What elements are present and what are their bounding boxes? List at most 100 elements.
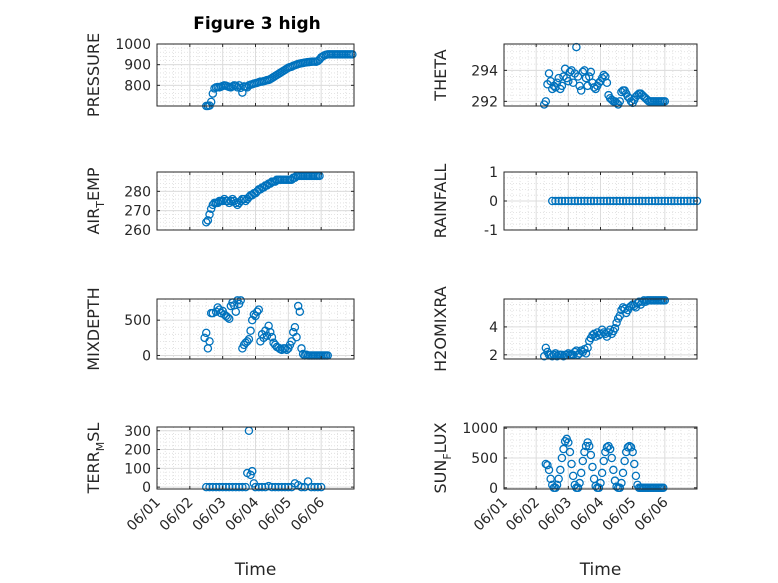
y-axis-label: MIXDEPTH xyxy=(84,287,103,370)
y-tick-label: 294 xyxy=(471,63,498,79)
data-point xyxy=(231,307,241,316)
data-point xyxy=(605,196,615,206)
data-point xyxy=(615,196,625,206)
data-point xyxy=(565,67,575,77)
data-point xyxy=(231,81,241,90)
data-point xyxy=(564,438,573,447)
data-point xyxy=(615,97,625,106)
data-point xyxy=(575,478,584,488)
data-point xyxy=(543,460,552,470)
series-markers xyxy=(200,296,332,360)
subplot-3: 260 270 280 AIRTEMP xyxy=(84,167,355,239)
x-axis-label: Time xyxy=(234,560,277,580)
data-point xyxy=(634,196,644,206)
series-markers xyxy=(201,171,324,227)
data-point xyxy=(631,471,641,481)
data-point xyxy=(617,478,626,488)
data-point xyxy=(625,196,634,206)
y-axis-label: AIRTEMP xyxy=(84,167,107,234)
y-tick-label: 0 xyxy=(489,194,498,210)
data-point xyxy=(607,453,617,463)
data-point xyxy=(660,196,670,206)
data-point xyxy=(631,196,641,206)
y-axis-label: THETA xyxy=(431,49,450,101)
y-axis-label-subscript: M xyxy=(94,442,107,452)
data-point xyxy=(575,81,584,91)
data-point xyxy=(254,305,264,314)
data-point xyxy=(316,482,326,492)
data-point xyxy=(238,482,247,492)
subplot-6: 2 4 H2OMIXRA xyxy=(431,286,698,372)
data-point xyxy=(663,196,673,206)
y-axis-label-part: LUX xyxy=(431,422,450,453)
data-point xyxy=(670,196,679,206)
data-point xyxy=(599,70,608,80)
data-point xyxy=(243,337,252,346)
data-point xyxy=(644,196,654,206)
data-point xyxy=(573,72,583,81)
y-tick-label: 0 xyxy=(489,481,498,497)
data-point xyxy=(610,324,620,333)
data-point xyxy=(679,196,689,206)
data-point xyxy=(567,196,576,206)
data-point xyxy=(609,196,618,206)
data-point xyxy=(266,327,275,337)
data-point xyxy=(576,86,586,95)
data-point xyxy=(564,196,573,206)
data-point xyxy=(586,67,596,77)
data-point xyxy=(618,468,628,478)
data-point xyxy=(224,314,234,324)
data-point xyxy=(673,196,682,206)
y-tick-label: 1 xyxy=(489,165,498,181)
data-point xyxy=(290,322,300,332)
series-markers xyxy=(548,196,702,206)
data-point xyxy=(556,465,565,475)
y-tick-label: 4 xyxy=(489,320,498,336)
data-point xyxy=(247,466,257,476)
y-tick-label: 270 xyxy=(124,204,151,220)
data-point xyxy=(226,196,236,206)
data-point xyxy=(295,307,305,316)
data-point xyxy=(586,450,596,460)
data-point xyxy=(564,76,573,86)
y-axis-label-part: SUN xyxy=(431,460,450,494)
y-tick-label: 0 xyxy=(142,348,151,364)
y-axis-label-part: EMP xyxy=(84,167,103,201)
data-point xyxy=(560,196,570,206)
data-point xyxy=(246,326,255,336)
data-point xyxy=(236,296,245,305)
y-tick-label: 260 xyxy=(124,223,151,239)
subplot-4: -1 0 1 RAINFALL xyxy=(431,164,702,239)
data-point xyxy=(609,465,618,475)
data-point xyxy=(562,350,571,360)
data-point xyxy=(626,443,636,452)
data-point xyxy=(676,196,686,206)
subplot-5: 0 500 MIXDEPTH xyxy=(84,287,355,371)
data-point xyxy=(657,196,666,206)
y-axis-label: SUNFLUX xyxy=(431,422,454,493)
data-point xyxy=(647,196,657,206)
data-point xyxy=(568,471,578,481)
y-tick-label: 100 xyxy=(124,461,151,477)
data-point xyxy=(628,447,637,457)
data-point xyxy=(588,462,597,472)
data-point xyxy=(596,196,605,206)
data-point xyxy=(683,196,692,206)
data-point xyxy=(612,318,621,327)
data-point xyxy=(554,73,563,83)
series-markers xyxy=(539,296,670,361)
data-point xyxy=(658,483,668,493)
data-point xyxy=(284,482,293,492)
data-point xyxy=(586,196,596,206)
data-point xyxy=(597,468,607,478)
data-point xyxy=(205,337,214,346)
y-axis-label-part: TERR xyxy=(84,451,103,494)
data-point xyxy=(206,97,216,107)
data-point xyxy=(638,196,647,206)
data-point xyxy=(641,196,650,206)
data-point xyxy=(251,311,260,321)
data-point xyxy=(589,196,599,206)
data-point xyxy=(231,198,241,208)
y-tick-label: 900 xyxy=(124,58,151,74)
data-point xyxy=(241,482,250,492)
